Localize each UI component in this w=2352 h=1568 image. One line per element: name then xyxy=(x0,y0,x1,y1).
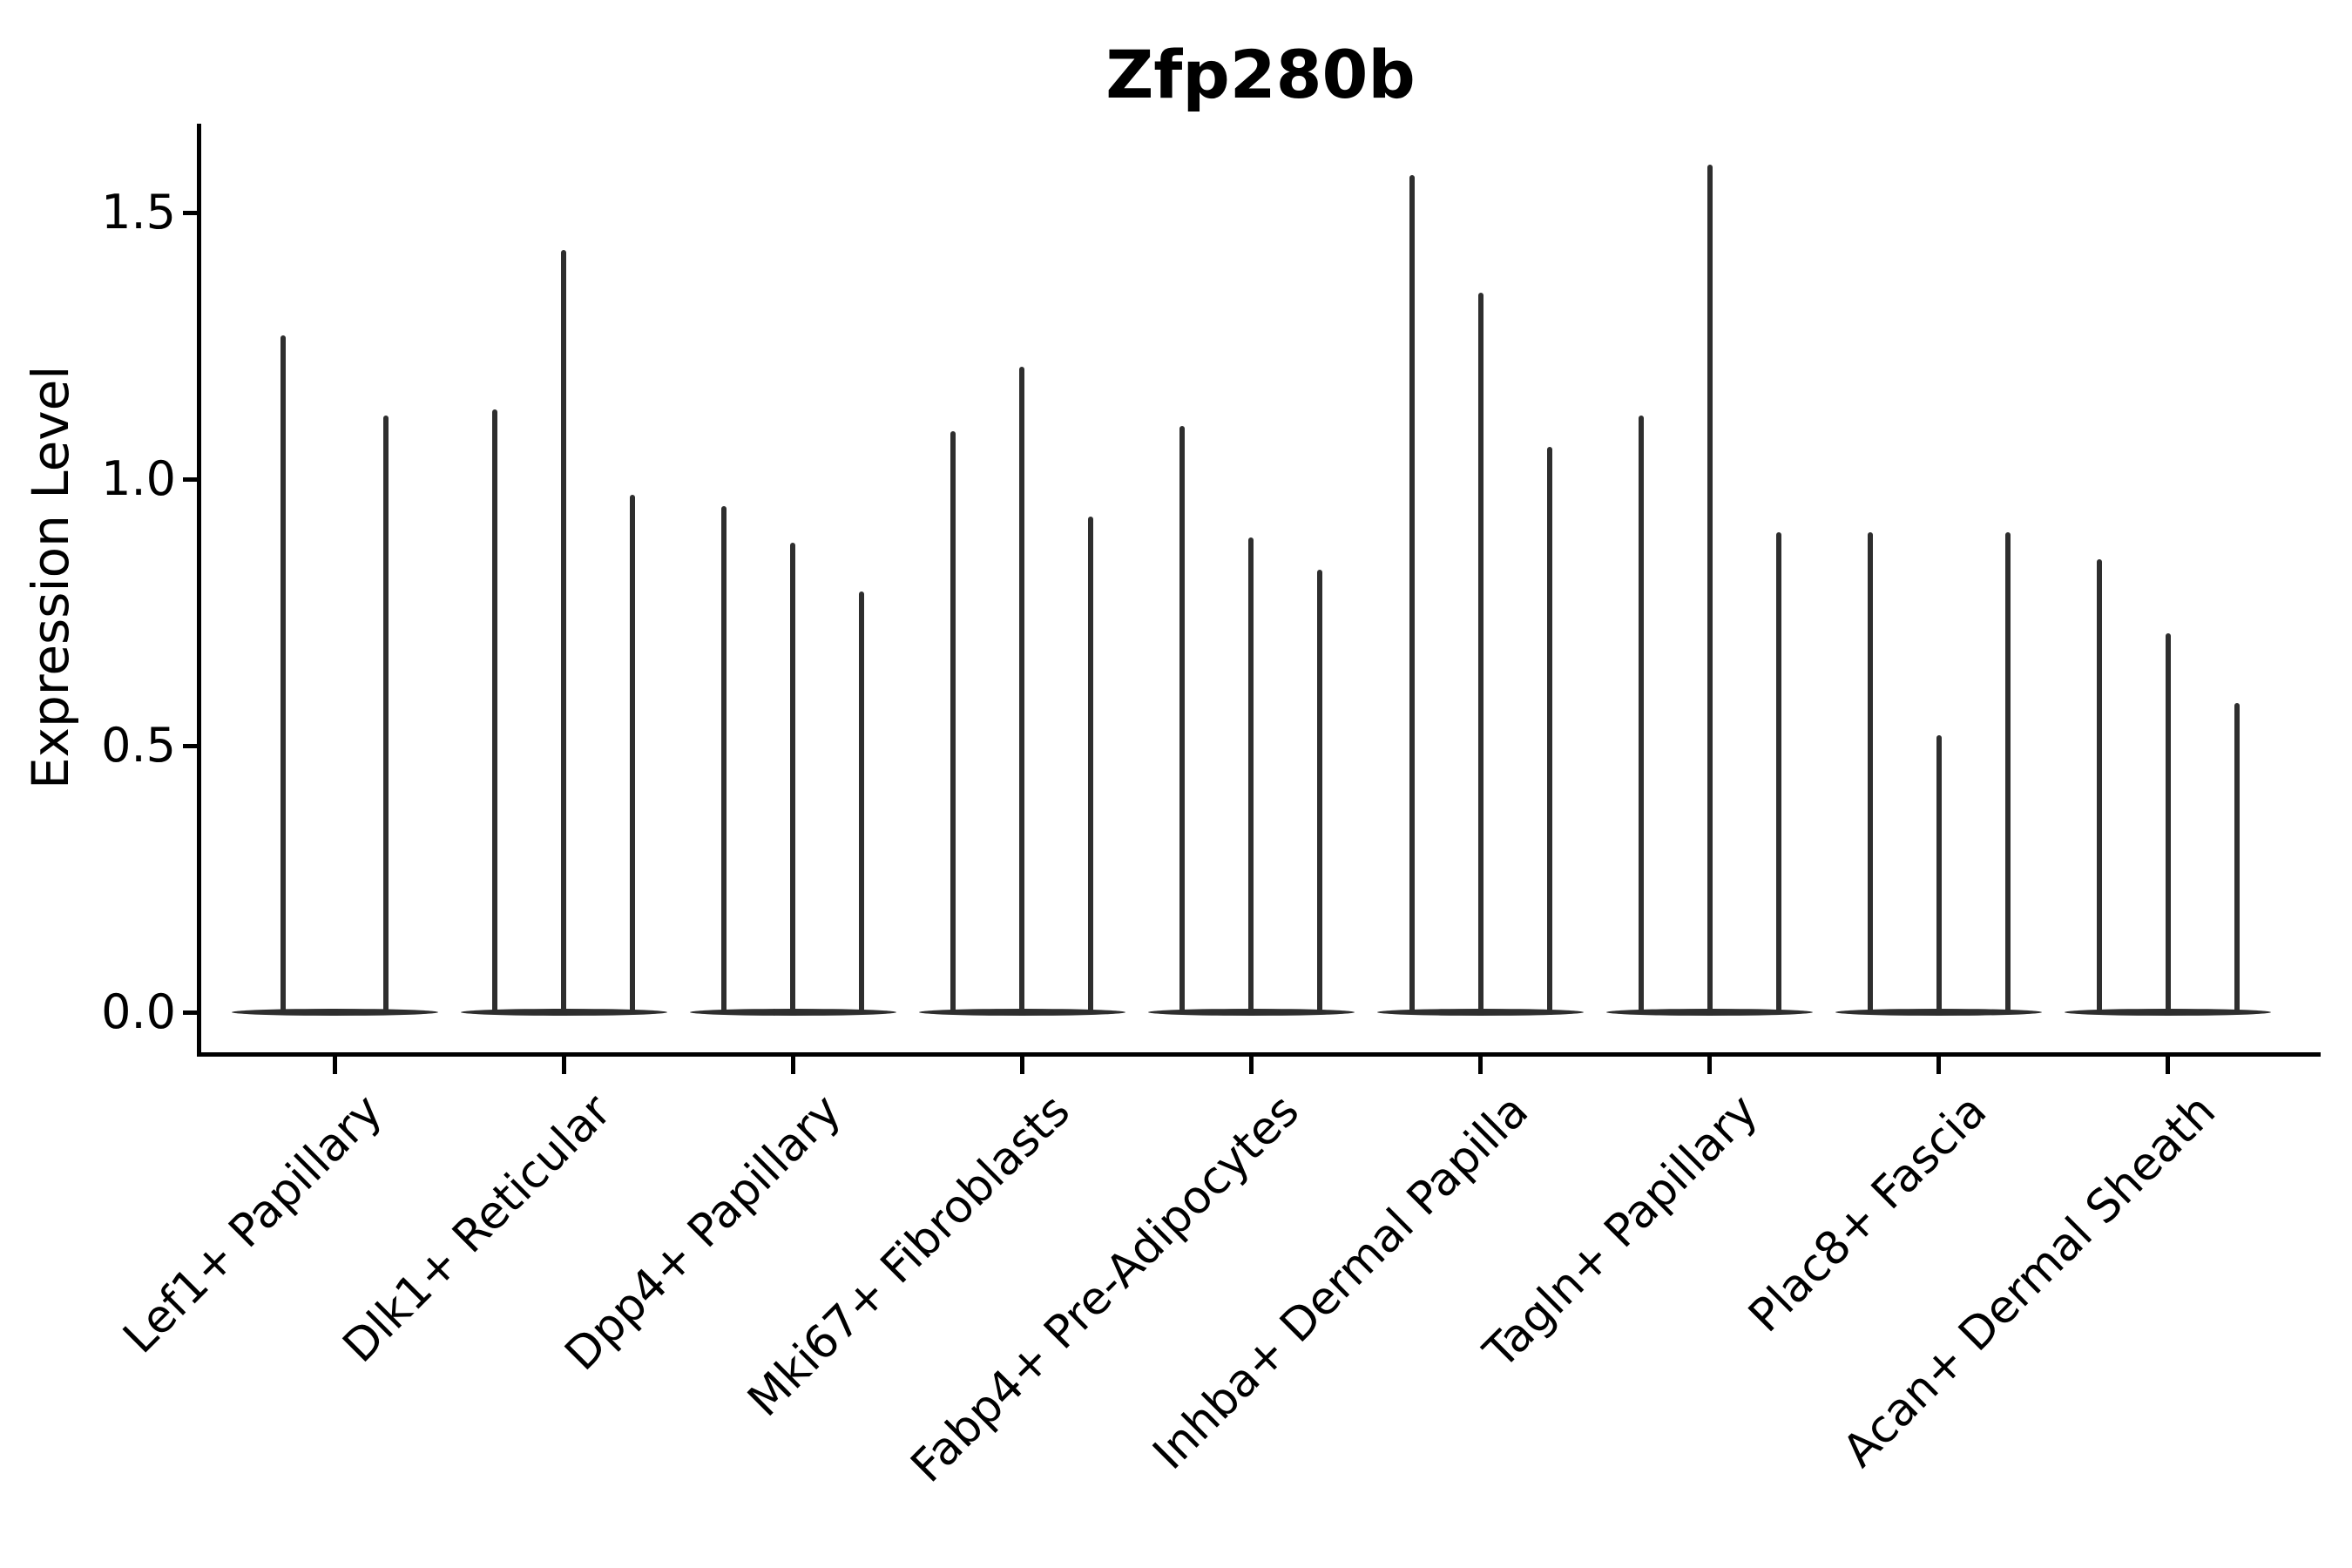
x-tick xyxy=(1707,1057,1713,1074)
x-tick xyxy=(790,1057,795,1074)
x-tick-label: Fabp4+ Pre-Adipocytes xyxy=(901,1085,1310,1493)
violin-spike xyxy=(2096,558,2102,1014)
y-axis-spine xyxy=(197,124,201,1057)
violin-spike xyxy=(2165,633,2171,1014)
x-tick xyxy=(1019,1057,1024,1074)
violin-spike xyxy=(1867,532,1873,1014)
violin-spike xyxy=(2234,703,2240,1014)
violin-base xyxy=(2065,1009,2272,1016)
violin-spike xyxy=(1088,516,1094,1014)
violin-spike xyxy=(1936,734,1942,1014)
y-tick xyxy=(183,210,197,215)
y-tick-label: 1.0 xyxy=(101,451,176,506)
x-tick-label: Plac8+ Fascia xyxy=(1739,1085,1997,1343)
chart-title: Zfp280b xyxy=(1105,36,1416,113)
x-tick-label: Acan+ Dermal Sheath xyxy=(1833,1085,2227,1477)
violin-spike xyxy=(721,505,727,1014)
violin-spike xyxy=(1477,292,1484,1014)
violin-spike xyxy=(1019,367,1025,1014)
violin-base xyxy=(689,1009,896,1016)
violin-base xyxy=(1147,1009,1355,1016)
x-tick xyxy=(332,1057,337,1074)
x-tick-label: Inhba+ Dermal Papilla xyxy=(1143,1085,1539,1480)
violin-base xyxy=(1835,1009,2043,1016)
y-tick-label: 0.0 xyxy=(101,984,176,1039)
violin-spike xyxy=(950,430,956,1014)
x-tick xyxy=(2166,1057,2171,1074)
violin-spike xyxy=(790,543,796,1014)
violin-spike xyxy=(492,409,498,1014)
violin-base xyxy=(1606,1009,1814,1016)
y-tick-label: 0.5 xyxy=(101,718,176,773)
violin-spike xyxy=(1248,537,1254,1014)
x-tick xyxy=(1248,1057,1254,1074)
violin-spike xyxy=(1775,532,1781,1014)
y-tick xyxy=(183,476,197,482)
violin-spike xyxy=(1409,175,1415,1014)
x-tick xyxy=(1936,1057,1942,1074)
x-tick xyxy=(1478,1057,1483,1074)
y-tick xyxy=(183,743,197,748)
violin-spike xyxy=(280,335,286,1014)
x-tick xyxy=(561,1057,566,1074)
violin-spike xyxy=(630,495,636,1014)
violin-spike xyxy=(561,249,567,1014)
violin-spike xyxy=(2004,532,2011,1014)
x-axis-spine xyxy=(197,1052,2321,1057)
violin-spike xyxy=(1707,164,1713,1014)
violin-spike xyxy=(1638,415,1644,1014)
y-tick-label: 1.5 xyxy=(101,185,176,240)
violin-spike xyxy=(1317,570,1323,1014)
violin-spike xyxy=(1546,447,1552,1014)
violin-spike xyxy=(383,415,389,1014)
violin-base xyxy=(231,1009,438,1016)
violin-spike xyxy=(1179,425,1186,1014)
violin-spike xyxy=(859,591,865,1014)
y-tick xyxy=(183,1010,197,1015)
violin-base xyxy=(918,1009,1125,1016)
violin-base xyxy=(1377,1009,1584,1016)
violin-base xyxy=(460,1009,667,1016)
